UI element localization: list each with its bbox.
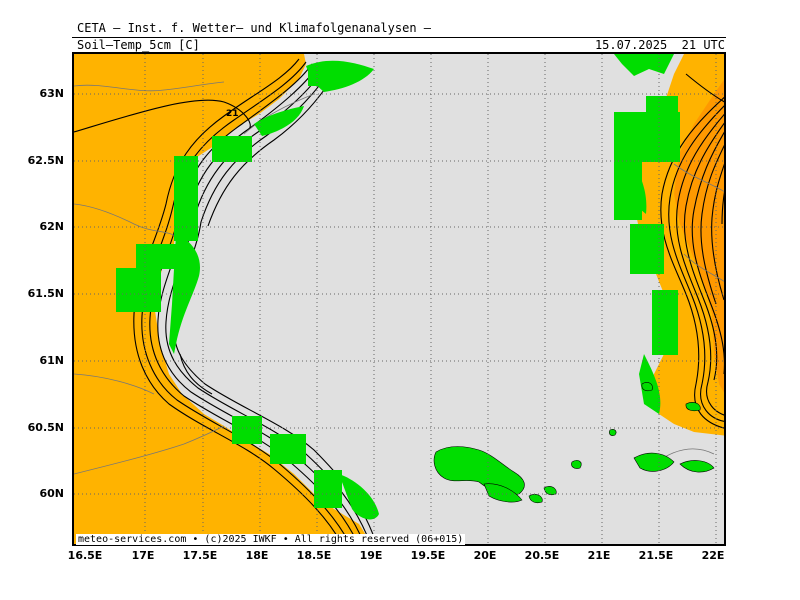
- graticule: [74, 54, 724, 544]
- map-panel[interactable]: 21: [72, 52, 726, 546]
- lat-label-61-5: 61.5N: [27, 287, 64, 300]
- lat-label-62: 62N: [39, 220, 64, 233]
- parameter-label: Soil—Temp_5cm [C]: [77, 38, 200, 52]
- lon-label-19-5: 19.5E: [410, 549, 446, 562]
- lon-label-18-5: 18.5E: [296, 549, 332, 562]
- lat-label-63: 63N: [39, 87, 64, 100]
- lon-label-16-5: 16.5E: [67, 549, 103, 562]
- lon-label-21-5: 21.5E: [638, 549, 674, 562]
- lon-label-18: 18E: [245, 549, 269, 562]
- lon-label-20: 20E: [473, 549, 497, 562]
- lat-label-60-5: 60.5N: [27, 421, 64, 434]
- map-canvas: 21: [74, 54, 724, 544]
- land-west: [74, 54, 372, 544]
- lon-label-17: 17E: [131, 549, 155, 562]
- product-title: CETA — Inst. f. Wetter— und Klimafolgena…: [77, 21, 432, 35]
- lat-label-60: 60N: [39, 487, 64, 500]
- lon-label-21: 21E: [587, 549, 611, 562]
- contour-label-21: 21: [226, 109, 239, 119]
- valid-time-label: 15.07.2025 21 UTC: [594, 38, 725, 52]
- lon-label-17-5: 17.5E: [182, 549, 218, 562]
- lon-label-19: 19E: [359, 549, 383, 562]
- islands: [433, 382, 715, 504]
- lat-label-61: 61N: [39, 354, 64, 367]
- lon-label-22: 22E: [701, 549, 725, 562]
- land-east-hot: [674, 79, 724, 393]
- copyright-credit: meteo-services.com • (c)2025 IWKF • All …: [76, 534, 466, 545]
- lon-label-20-5: 20.5E: [524, 549, 560, 562]
- header-divider: [72, 37, 726, 38]
- lat-label-62-5: 62.5N: [27, 154, 64, 167]
- coastal-cells-west: [116, 60, 379, 520]
